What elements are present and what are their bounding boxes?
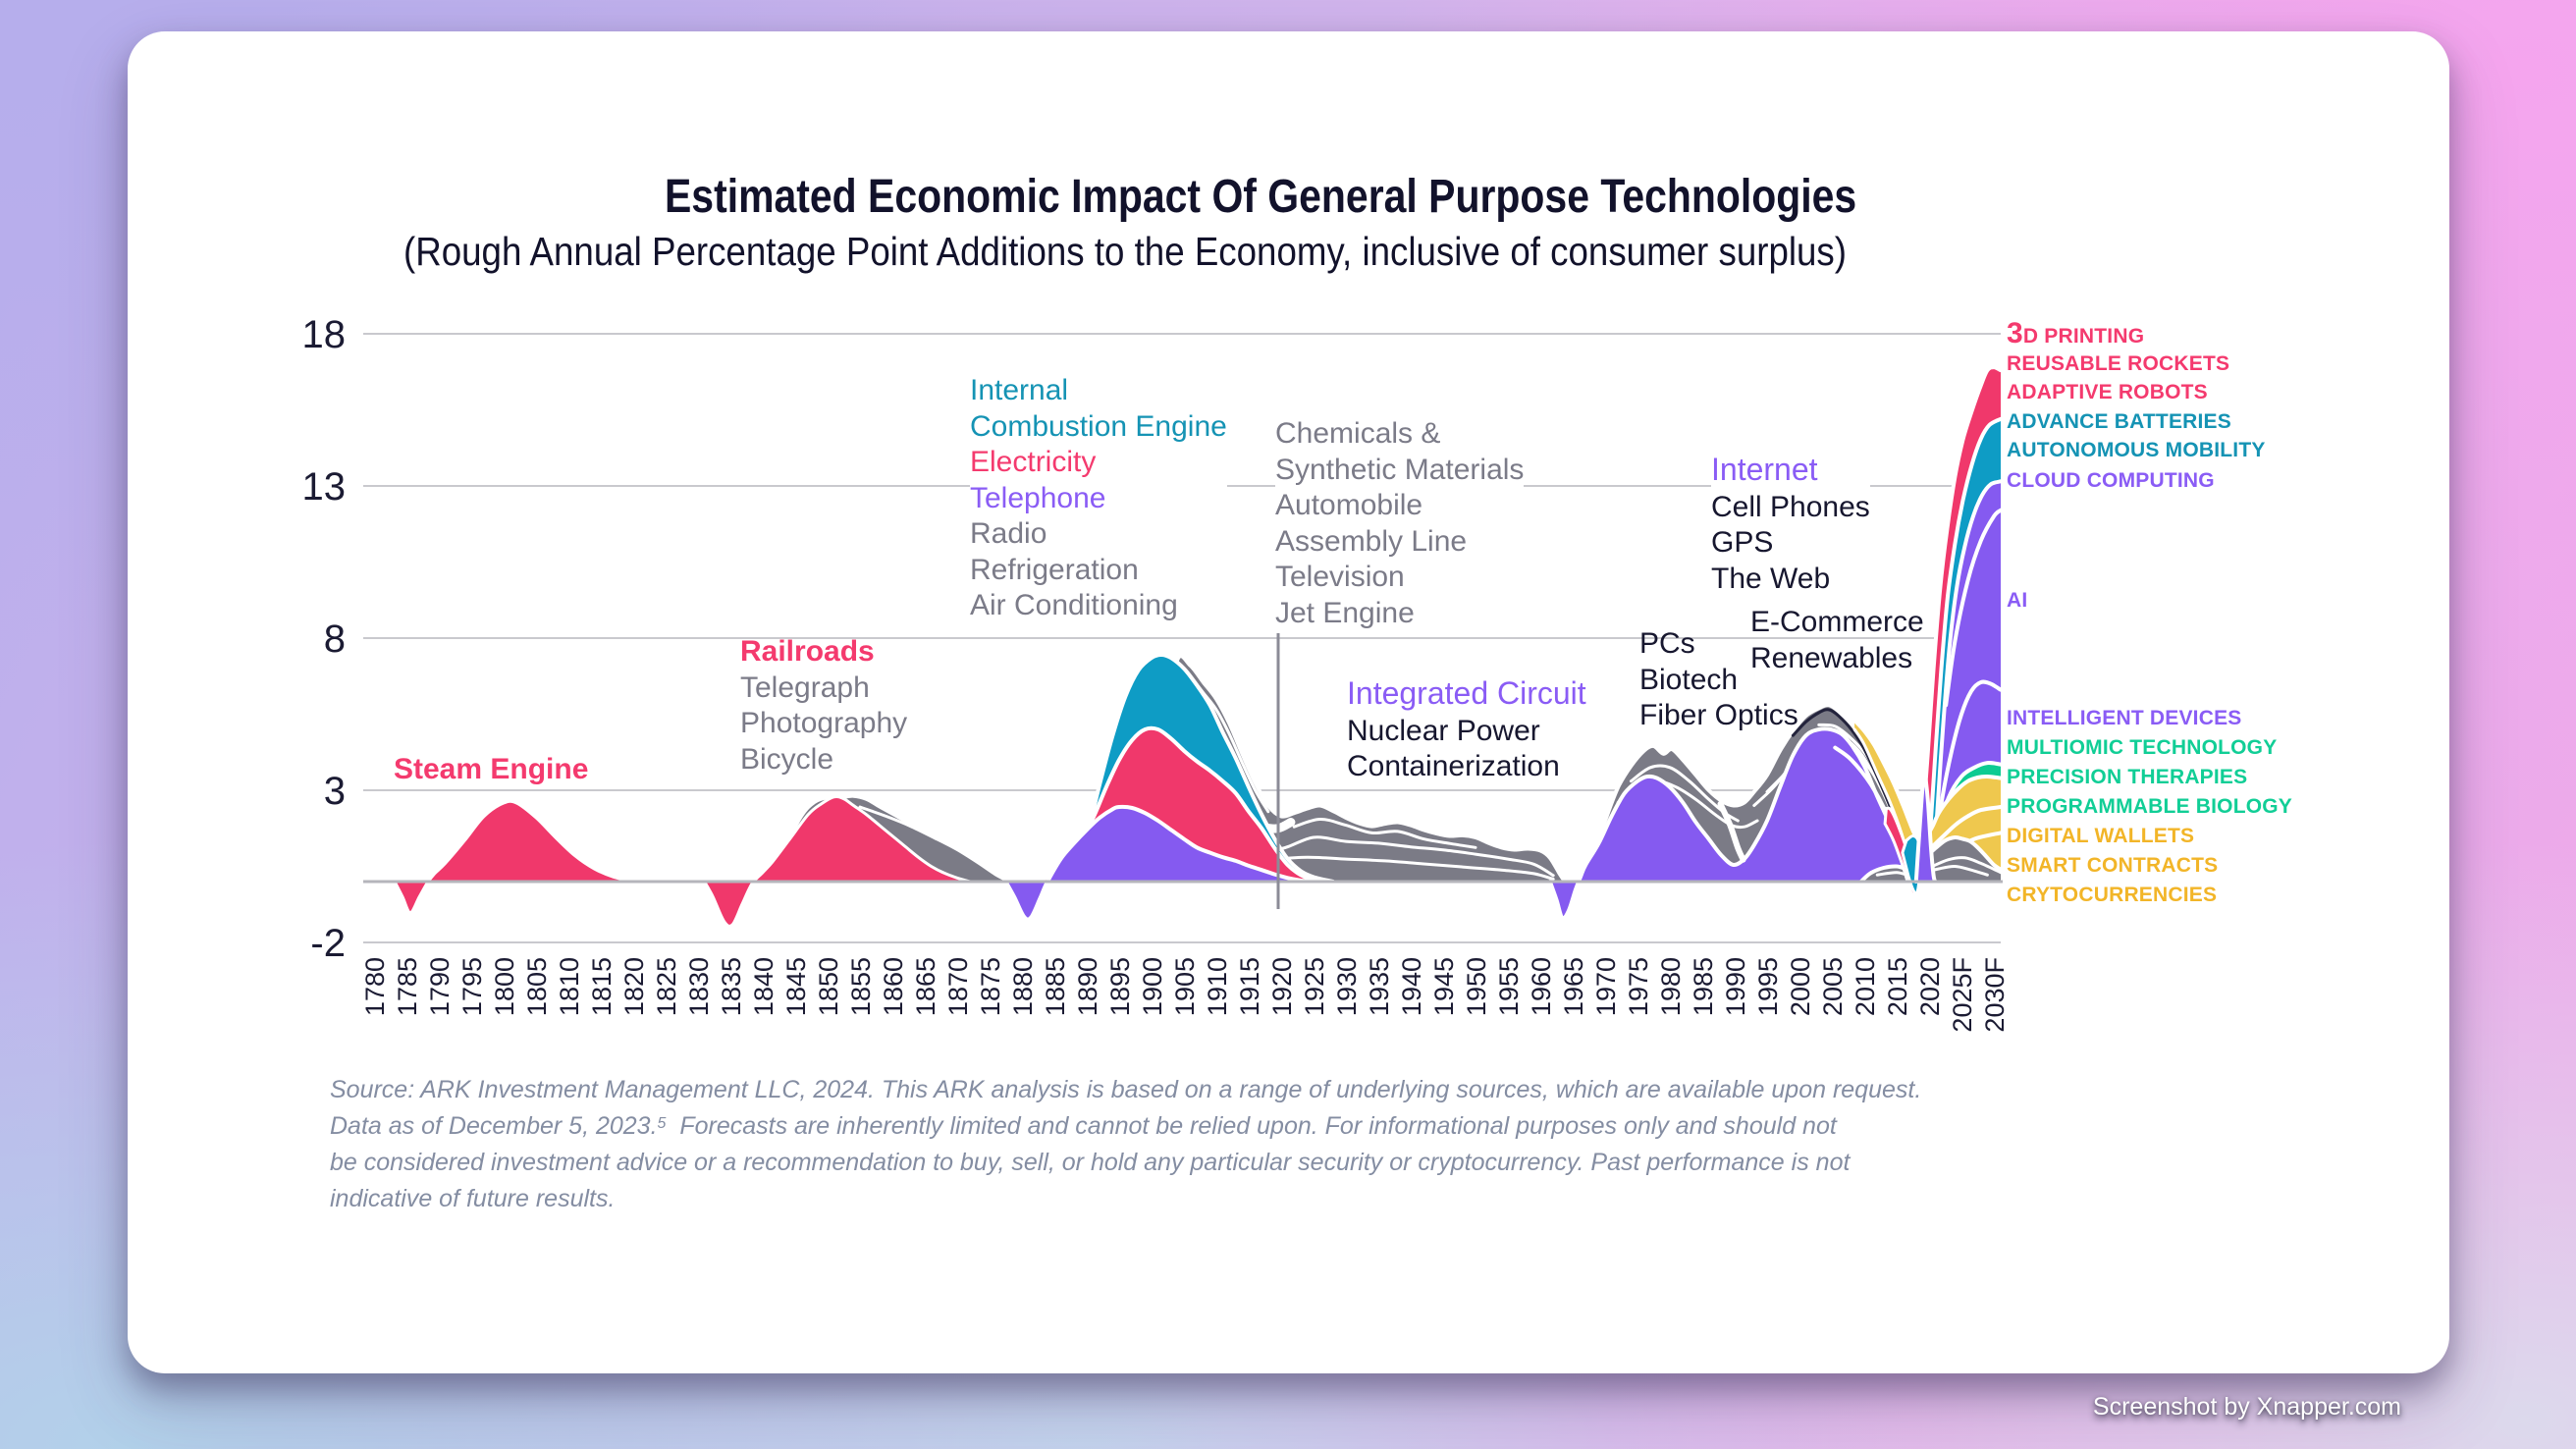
svg-text:1840: 1840 <box>749 957 778 1016</box>
svg-text:1910: 1910 <box>1203 957 1232 1016</box>
svg-text:1950: 1950 <box>1462 957 1491 1016</box>
svg-text:1875: 1875 <box>976 957 1005 1016</box>
svg-text:1870: 1870 <box>943 957 973 1016</box>
svg-text:1945: 1945 <box>1429 957 1459 1016</box>
svg-text:1905: 1905 <box>1170 957 1200 1016</box>
svg-text:1895: 1895 <box>1105 957 1135 1016</box>
svg-text:1920: 1920 <box>1267 957 1297 1016</box>
svg-text:2015: 2015 <box>1883 957 1912 1016</box>
svg-text:1965: 1965 <box>1559 957 1588 1016</box>
svg-text:1865: 1865 <box>911 957 940 1016</box>
svg-text:1825: 1825 <box>652 957 681 1016</box>
svg-text:1995: 1995 <box>1753 957 1783 1016</box>
svg-text:1850: 1850 <box>814 957 843 1016</box>
svg-text:1980: 1980 <box>1656 957 1686 1016</box>
svg-text:1970: 1970 <box>1591 957 1621 1016</box>
svg-text:1820: 1820 <box>619 957 649 1016</box>
svg-text:1925: 1925 <box>1300 957 1329 1016</box>
svg-text:1975: 1975 <box>1624 957 1653 1016</box>
svg-text:1855: 1855 <box>846 957 876 1016</box>
svg-text:1900: 1900 <box>1138 957 1167 1016</box>
svg-text:1990: 1990 <box>1721 957 1750 1016</box>
svg-text:1935: 1935 <box>1365 957 1394 1016</box>
svg-text:1785: 1785 <box>393 957 422 1016</box>
svg-text:1880: 1880 <box>1008 957 1038 1016</box>
svg-text:13: 13 <box>302 465 347 509</box>
svg-text:18: 18 <box>302 313 347 356</box>
svg-text:1955: 1955 <box>1494 957 1524 1016</box>
svg-text:2005: 2005 <box>1818 957 1848 1016</box>
svg-text:2020: 2020 <box>1915 957 1945 1016</box>
svg-text:1780: 1780 <box>360 957 390 1016</box>
svg-text:1930: 1930 <box>1332 957 1362 1016</box>
svg-text:1915: 1915 <box>1235 957 1264 1016</box>
svg-text:2025F: 2025F <box>1948 957 1977 1033</box>
svg-text:1890: 1890 <box>1073 957 1102 1016</box>
svg-text:3: 3 <box>324 770 346 813</box>
svg-text:8: 8 <box>324 617 346 661</box>
svg-text:1810: 1810 <box>555 957 584 1016</box>
svg-text:2030F: 2030F <box>1980 957 2010 1033</box>
svg-text:1835: 1835 <box>717 957 746 1016</box>
svg-text:1940: 1940 <box>1397 957 1426 1016</box>
svg-text:1860: 1860 <box>879 957 908 1016</box>
svg-text:2010: 2010 <box>1851 957 1880 1016</box>
svg-text:1960: 1960 <box>1527 957 1556 1016</box>
svg-text:-2: -2 <box>310 922 346 965</box>
svg-text:1830: 1830 <box>684 957 714 1016</box>
svg-text:2000: 2000 <box>1786 957 1815 1016</box>
svg-text:1985: 1985 <box>1689 957 1718 1016</box>
svg-text:1790: 1790 <box>425 957 455 1016</box>
svg-text:1805: 1805 <box>522 957 552 1016</box>
svg-text:1795: 1795 <box>457 957 487 1016</box>
svg-text:1815: 1815 <box>587 957 617 1016</box>
svg-text:1800: 1800 <box>490 957 519 1016</box>
svg-text:1845: 1845 <box>781 957 811 1016</box>
svg-text:1885: 1885 <box>1041 957 1070 1016</box>
